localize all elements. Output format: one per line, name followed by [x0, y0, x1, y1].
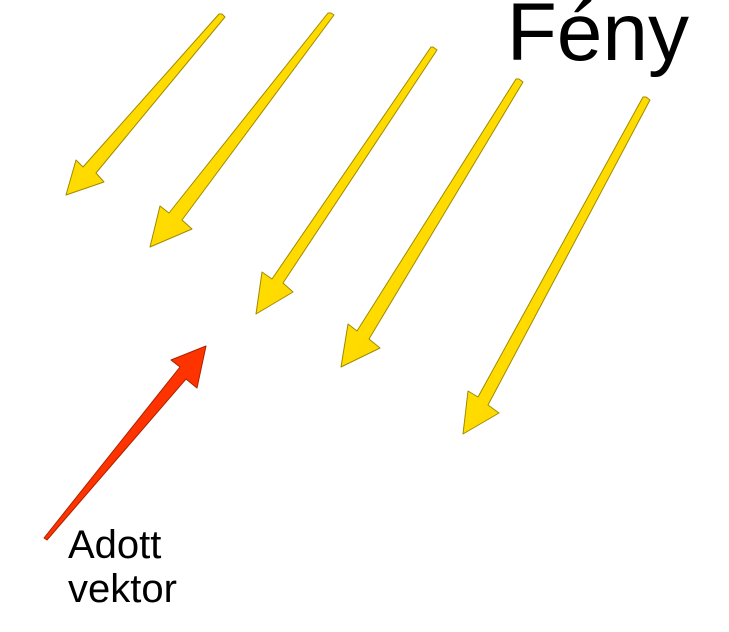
light-arrow-4	[340, 78, 524, 368]
given-vector-arrow	[43, 345, 207, 541]
light-arrow-2	[149, 12, 335, 248]
given-vector-caption: Adott vektor	[68, 523, 177, 611]
given-vector-caption-line-1: Adott	[68, 523, 162, 567]
light-arrow-5	[462, 96, 651, 435]
given-vector-caption-line-2: vektor	[68, 567, 177, 611]
light-arrow-3	[255, 46, 438, 315]
light-arrow-1	[65, 13, 226, 196]
light-title: Fény	[506, 0, 689, 78]
